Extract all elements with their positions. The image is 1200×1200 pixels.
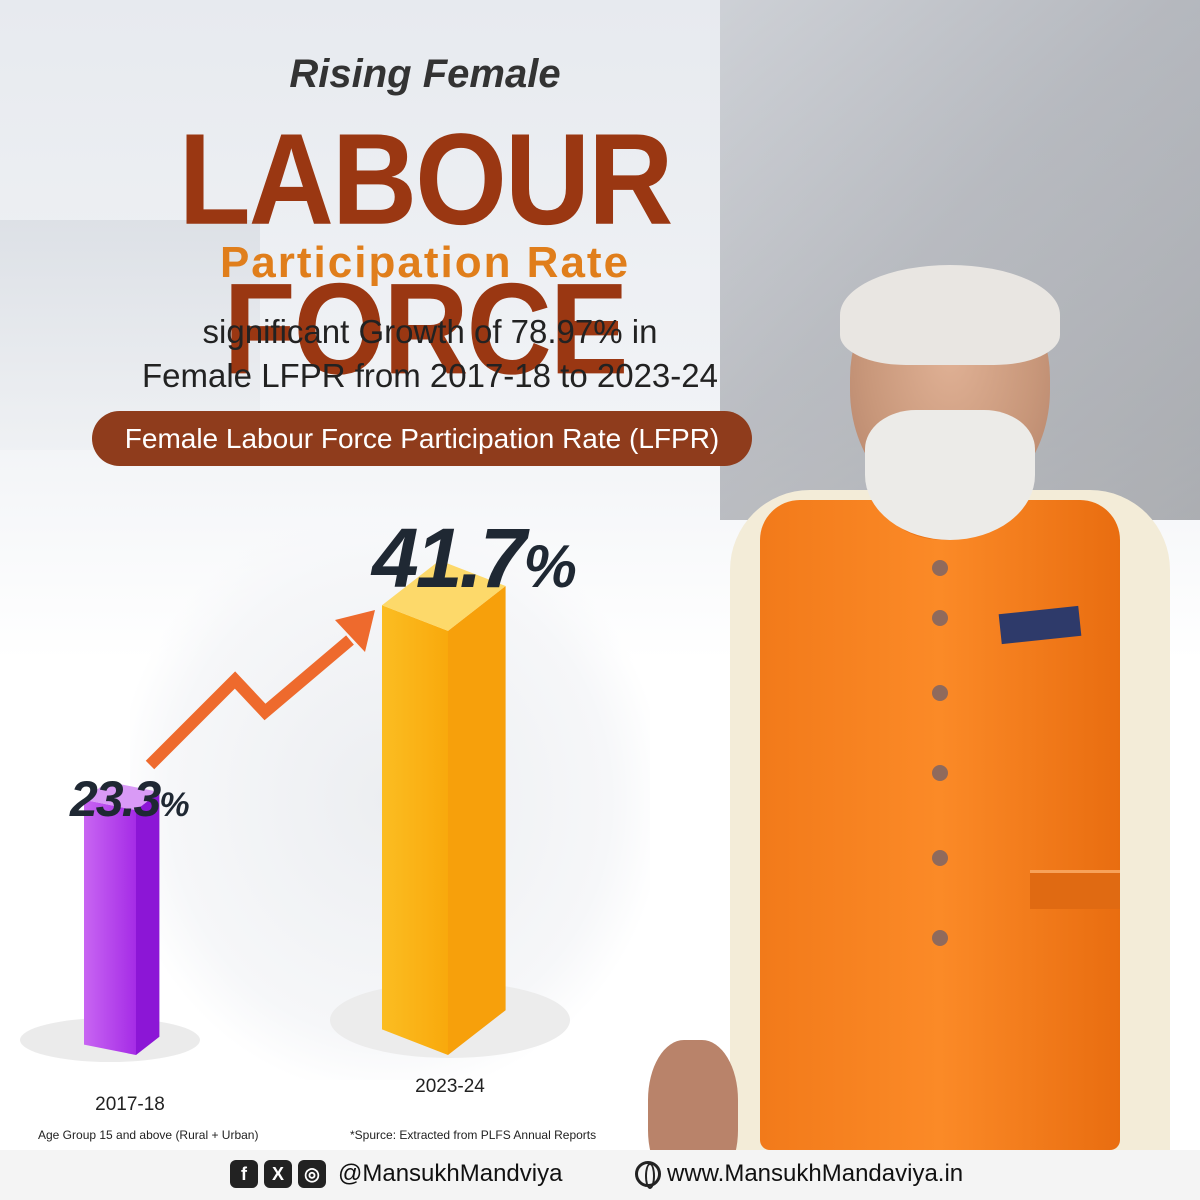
person-hair [840,265,1060,365]
vest-button [932,930,948,946]
social-links: f X ◎ @MansukhMandviya [230,1160,562,1188]
globe-icon [635,1161,661,1189]
bars-group [84,560,506,1055]
vest-button [932,850,948,866]
vest-button [932,685,948,701]
growth-line-1: significant Growth of 78.97% in [202,313,658,350]
bar-2017-18 [84,799,136,1055]
data-label-unit: % [159,786,189,824]
bar-2023-24 [382,605,448,1055]
vest-button [932,560,948,576]
footer-bar [0,1150,1200,1200]
person-beard [865,410,1035,540]
category-label-2017-18: 2017-18 [95,1094,165,1115]
bar-top-2017-18 [84,781,160,811]
data-label-value: 23.3 [70,771,161,827]
bar-chart [20,560,570,1062]
person-vest [760,500,1120,1150]
bar-side-2023-24 [448,586,506,1055]
bar-top-2023-24 [382,560,506,631]
data-label-2023-24: 41.7% [372,510,577,607]
trend-arrow [145,610,375,770]
vest-button [932,610,948,626]
growth-line-2: Female LFPR from 2017-18 to 2023-24 [142,357,718,394]
facebook-icon[interactable]: f [230,1160,258,1188]
vest-button [932,765,948,781]
website-link[interactable]: www.MansukhMandaviya.in [635,1160,964,1189]
trend-arrow-head [335,610,375,652]
person-photo [640,265,1200,1200]
category-label-2023-24: 2023-24 [415,1076,485,1097]
data-label-unit: % [523,533,577,600]
bar-side-2017-18 [136,791,160,1055]
source-note: *Spurce: Extracted from PLFS Annual Repo… [350,1128,597,1142]
data-label-2017-18: 23.3% [70,770,190,828]
age-group-note: Age Group 15 and above (Rural + Urban) [38,1128,259,1142]
chart-title-pill: Female Labour Force Participation Rate (… [92,411,752,466]
title-kicker: Rising Female [289,52,561,96]
vest-pocket [1030,870,1120,909]
growth-statement: significant Growth of 78.97% in Female L… [60,310,800,398]
website-url[interactable]: www.MansukhMandaviya.in [667,1160,964,1187]
trend-arrow-line [145,635,354,770]
page-subtitle: Participation Rate [219,238,631,287]
data-label-value: 41.7 [372,511,526,605]
instagram-icon[interactable]: ◎ [298,1160,326,1188]
social-handle[interactable]: @MansukhMandviya [338,1160,563,1187]
x-icon[interactable]: X [264,1160,292,1188]
page-title: LABOUR FORCE [178,107,674,402]
